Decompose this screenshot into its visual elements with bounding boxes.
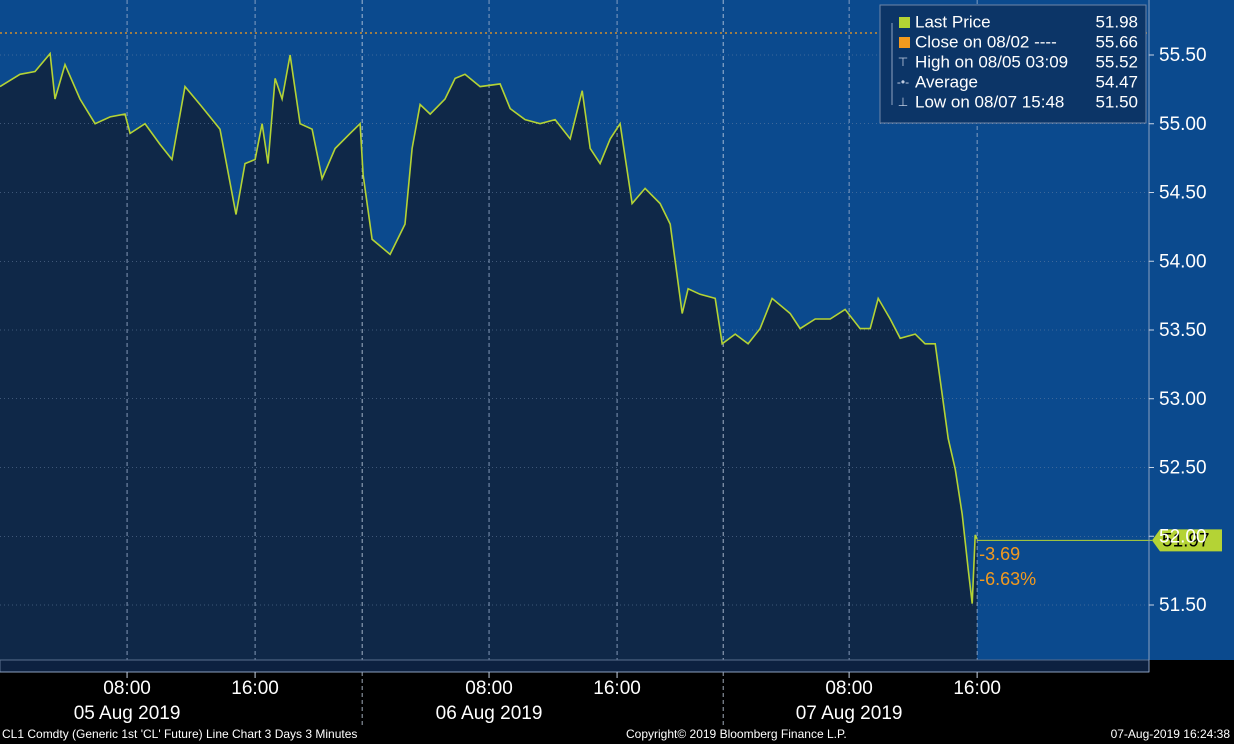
y-tick-label: 53.00 [1159, 389, 1207, 410]
footer-description: CL1 Comdty (Generic 1st 'CL' Future) Lin… [2, 727, 357, 741]
y-tick-label: 55.00 [1159, 114, 1207, 135]
area [0, 53, 978, 661]
y-tick-label: 52.00 [1159, 526, 1207, 547]
x-tick-label: 08:00 [103, 678, 151, 699]
last-tag [1152, 529, 1222, 552]
legend: ⊤ -•- ⊥ Last Price 51.98 Close on 08/02 --… [879, 4, 1147, 124]
legend-box [879, 4, 1147, 124]
legend-swatch [899, 37, 910, 48]
y-tick-label: 51.50 [1159, 595, 1207, 616]
legend-name: Last Price [915, 12, 991, 31]
day-label: 05 Aug 2019 [74, 703, 181, 724]
volume-strip [0, 659, 1150, 673]
legend-value: 55.66 [1095, 32, 1138, 51]
legend-value: 51.50 [1095, 92, 1138, 111]
y-tick-label: 54.50 [1159, 183, 1207, 204]
change-pct-label: -6.63% [979, 569, 1036, 589]
legend-value: 51.98 [1095, 12, 1138, 31]
legend-name: Average [915, 72, 978, 91]
legend-name: High on 08/05 03:09 [915, 52, 1068, 71]
x-tick-label: 16:00 [231, 678, 279, 699]
y-tick-label: 53.50 [1159, 320, 1207, 341]
plot [0, 0, 1152, 726]
x-tick-label: 16:00 [953, 678, 1001, 699]
x-tick-label: 16:00 [593, 678, 641, 699]
legend-name: Low on 08/07 15:48 [915, 92, 1064, 111]
legend-icon: ⊥ [898, 95, 908, 109]
day-label: 06 Aug 2019 [436, 703, 543, 724]
x-tick-label: 08:00 [825, 678, 873, 699]
legend-swatch [899, 17, 910, 28]
x-tick-label: 08:00 [465, 678, 513, 699]
y-tick-label: 54.00 [1159, 251, 1207, 272]
legend-value: 55.52 [1095, 52, 1138, 71]
legend-icon: -•- [897, 75, 909, 89]
y-tick-label: 52.50 [1159, 458, 1207, 479]
legend-name: Close on 08/02 ---- [915, 32, 1057, 51]
price-line [0, 51, 978, 604]
day-label: 07 Aug 2019 [796, 703, 903, 724]
last-tag-label: 51.97 [1162, 530, 1210, 551]
footer-timestamp: 07-Aug-2019 16:24:38 [1111, 727, 1231, 741]
footer-copyright: Copyright© 2019 Bloomberg Finance L.P. [626, 727, 847, 741]
legend-icon: ⊤ [898, 55, 908, 69]
legend-value: 54.47 [1095, 72, 1138, 91]
change-label: -3.69 [979, 544, 1020, 564]
y-tick-label: 55.50 [1159, 45, 1207, 66]
